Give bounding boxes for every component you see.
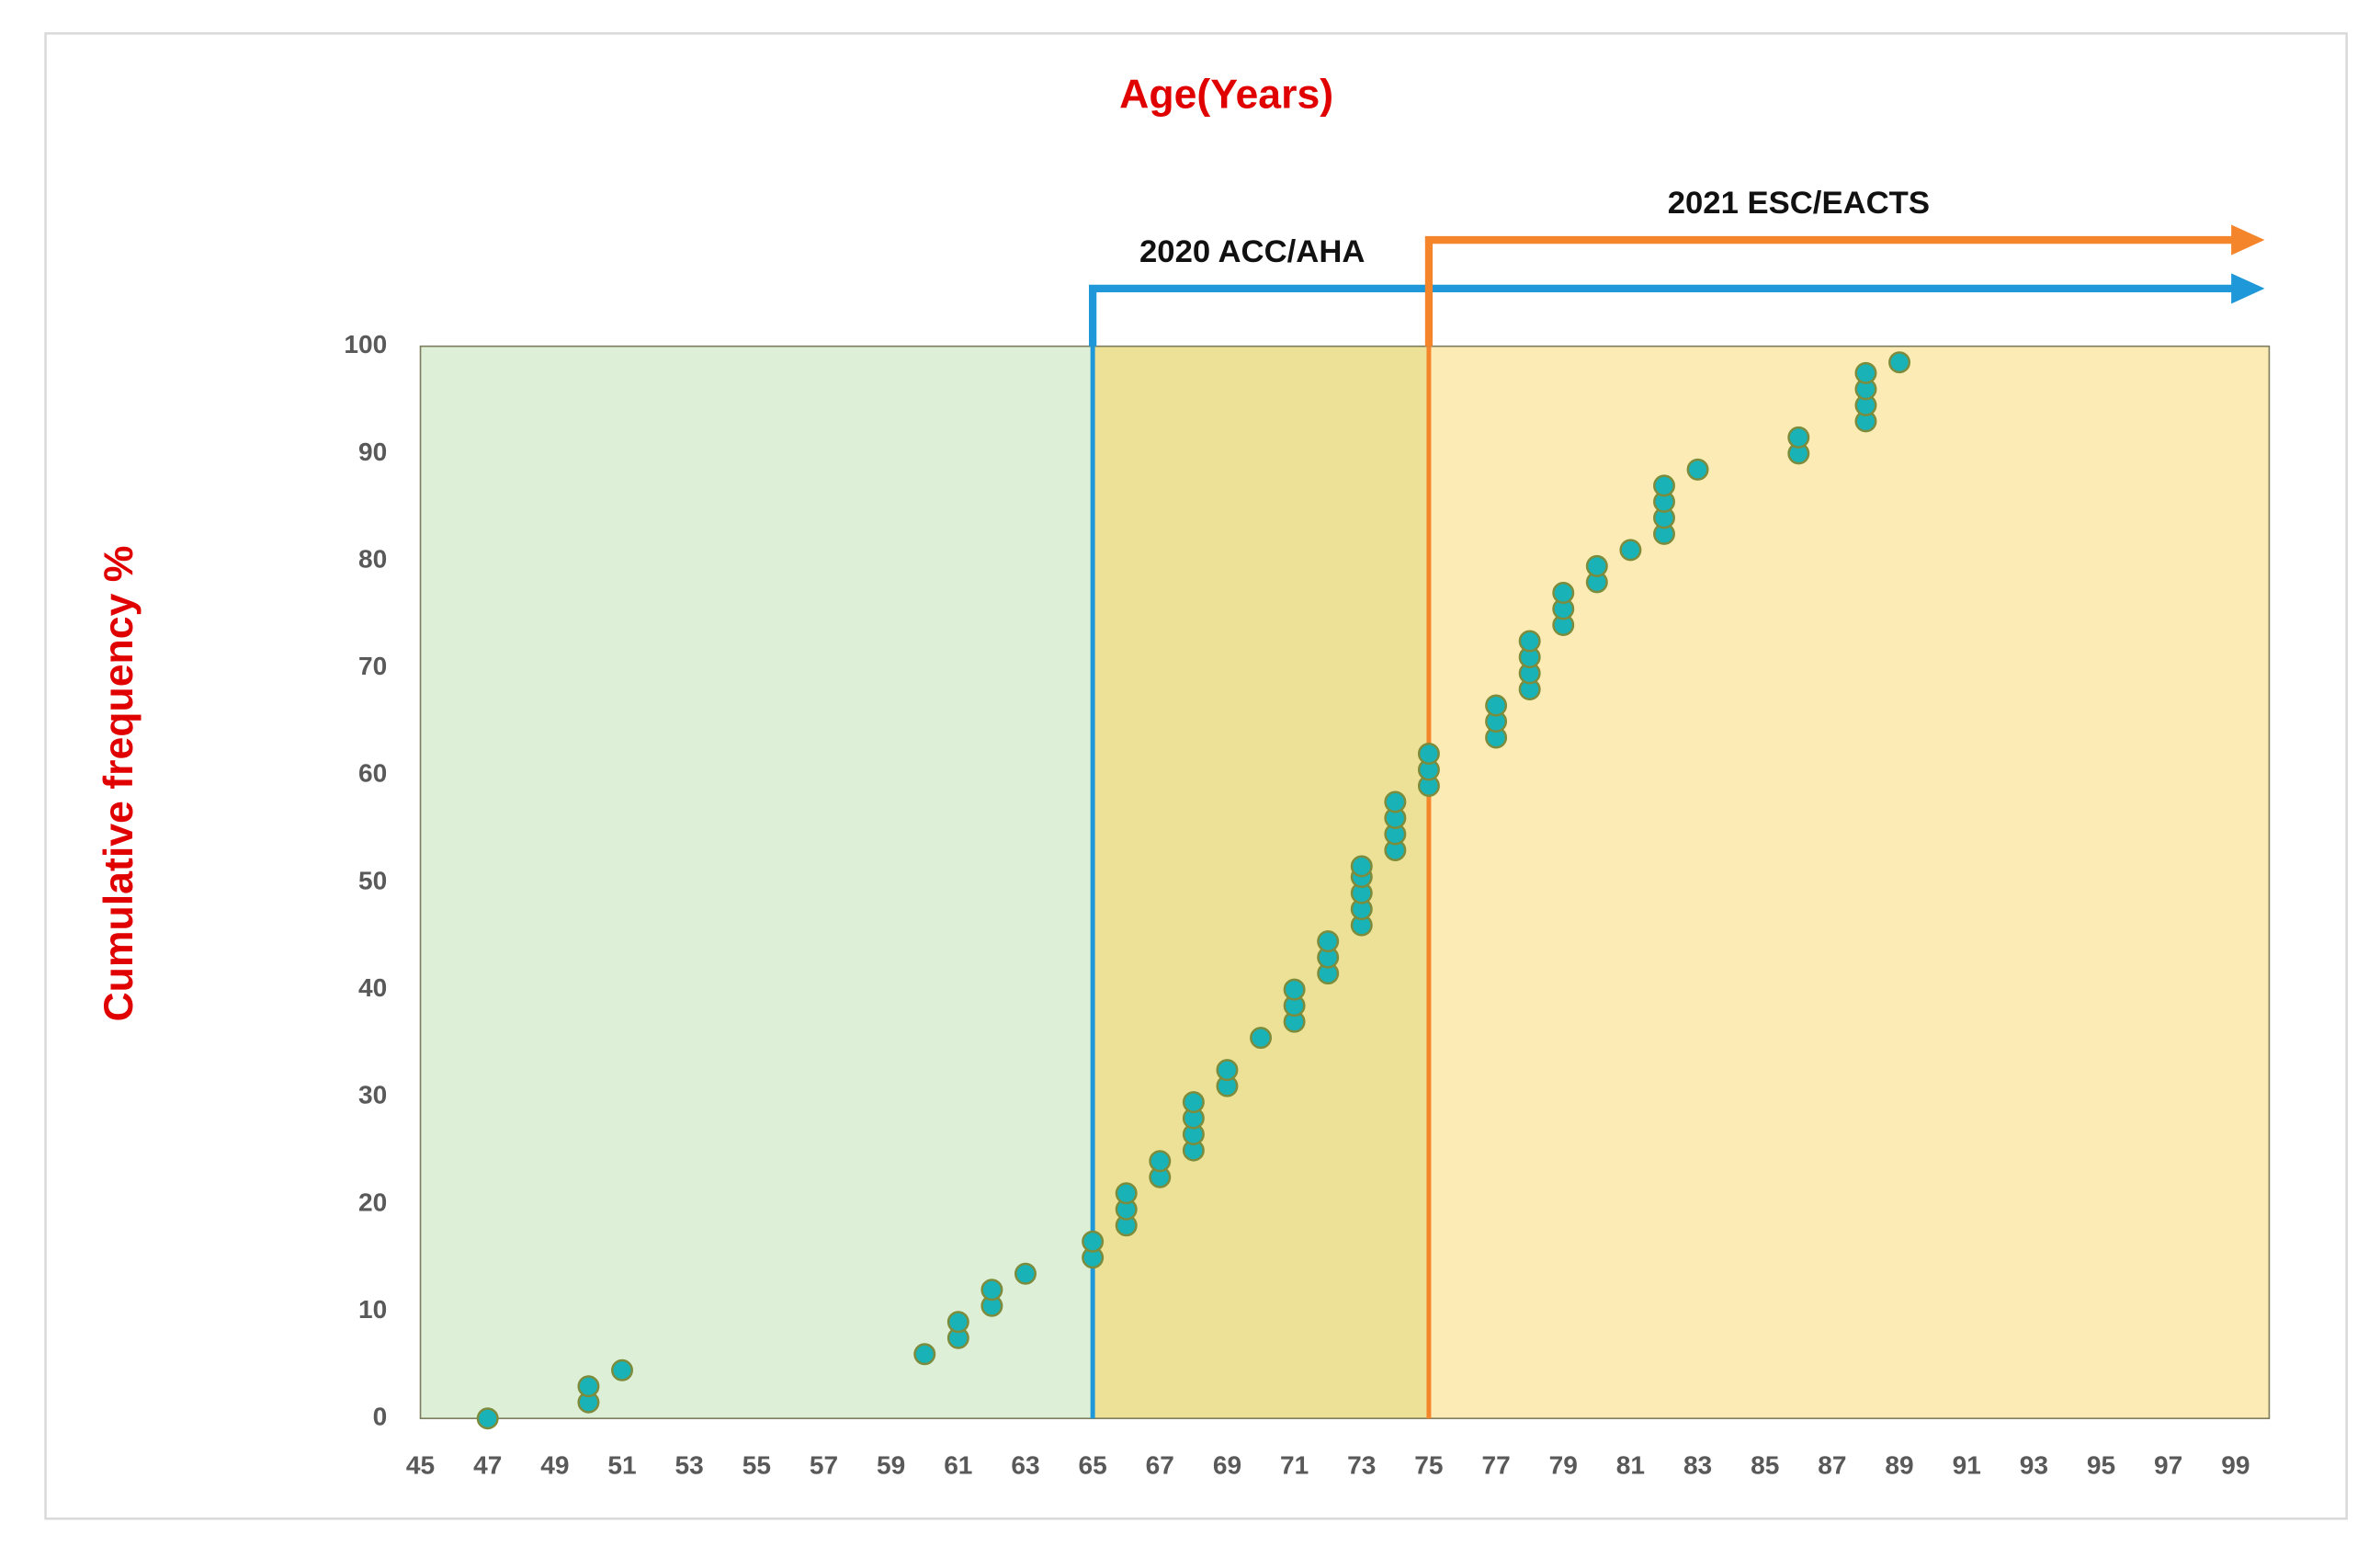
x-tick-label: 73 xyxy=(1347,1451,1376,1480)
guideline-arrow xyxy=(1089,284,2235,347)
point xyxy=(1619,539,1642,562)
chart-title: Age(Years) xyxy=(1119,73,1333,118)
y-tick-label: 50 xyxy=(358,866,387,894)
point xyxy=(1518,630,1541,653)
x-tick-label: 83 xyxy=(1683,1451,1712,1480)
arrow-head xyxy=(2231,273,2265,304)
y-tick-label: 20 xyxy=(358,1188,387,1216)
point xyxy=(1787,426,1810,449)
y-tick-label: 100 xyxy=(344,330,387,358)
x-tick-label: 53 xyxy=(675,1451,704,1480)
x-tick-label: 61 xyxy=(944,1451,972,1480)
x-tick-label: 75 xyxy=(1414,1451,1443,1480)
x-tick-label: 59 xyxy=(877,1451,905,1480)
point xyxy=(1182,1091,1205,1114)
x-tick-label: 87 xyxy=(1818,1451,1846,1480)
point xyxy=(1014,1262,1037,1285)
x-tick-label: 93 xyxy=(2020,1451,2048,1480)
point xyxy=(1216,1059,1239,1082)
y-tick-label: 60 xyxy=(358,759,387,788)
x-tick-label: 81 xyxy=(1616,1451,1645,1480)
x-tick-label: 45 xyxy=(406,1451,435,1480)
x-tick-label: 99 xyxy=(2221,1451,2250,1480)
x-tick-label: 67 xyxy=(1146,1451,1174,1480)
point xyxy=(577,1375,600,1398)
point xyxy=(1283,978,1306,1001)
y-tick-label: 30 xyxy=(358,1081,387,1109)
x-tick-label: 79 xyxy=(1549,1451,1578,1480)
x-tick-label: 91 xyxy=(1953,1451,1981,1480)
region xyxy=(420,346,1094,1419)
x-tick-label: 89 xyxy=(1885,1451,1913,1480)
point xyxy=(1585,554,1608,577)
x-tick-label: 63 xyxy=(1011,1451,1039,1480)
guideline-label: 2021 ESC/EACTS xyxy=(1668,186,1930,221)
x-tick-label: 85 xyxy=(1751,1451,1779,1480)
point xyxy=(1854,361,1877,384)
x-tick-label: 55 xyxy=(742,1451,771,1480)
point xyxy=(476,1407,499,1430)
point xyxy=(1115,1182,1138,1205)
point xyxy=(946,1311,969,1334)
point xyxy=(1149,1150,1172,1173)
arrow-head xyxy=(2231,224,2265,256)
point xyxy=(1686,458,1709,481)
region xyxy=(1428,346,2270,1419)
x-tick-label: 77 xyxy=(1481,1451,1510,1480)
point xyxy=(1250,1027,1273,1050)
y-tick-label: 10 xyxy=(358,1295,387,1324)
y-axis-label: Cumulative frequency % xyxy=(96,546,142,1022)
y-tick-label: 0 xyxy=(373,1403,388,1431)
x-tick-label: 69 xyxy=(1213,1451,1241,1480)
point xyxy=(1384,790,1407,813)
point xyxy=(1350,855,1373,878)
point xyxy=(1552,582,1575,604)
x-tick-label: 47 xyxy=(473,1451,502,1480)
y-tick-label: 90 xyxy=(358,438,387,466)
x-tick-label: 97 xyxy=(2154,1451,2182,1480)
point xyxy=(1417,743,1440,765)
guideline-label: 2020 ACC/AHA xyxy=(1139,234,1365,269)
plot-frame xyxy=(419,345,2271,1420)
y-tick-label: 40 xyxy=(358,973,387,1002)
y-tick-label: 70 xyxy=(358,652,387,680)
x-tick-label: 65 xyxy=(1079,1451,1107,1480)
x-tick-label: 57 xyxy=(810,1451,838,1480)
point xyxy=(1888,351,1911,374)
x-tick-label: 49 xyxy=(540,1451,569,1480)
x-tick-label: 95 xyxy=(2087,1451,2115,1480)
y-tick-label: 80 xyxy=(358,544,387,573)
point xyxy=(913,1343,936,1366)
region xyxy=(1093,346,1429,1419)
point xyxy=(611,1358,633,1381)
x-tick-label: 71 xyxy=(1280,1451,1309,1480)
point xyxy=(1082,1230,1105,1253)
point xyxy=(1653,474,1675,497)
point xyxy=(980,1279,1003,1302)
point xyxy=(1485,694,1508,717)
guideline-arrow xyxy=(1424,235,2235,347)
x-tick-label: 51 xyxy=(607,1451,636,1480)
point xyxy=(1317,930,1340,953)
